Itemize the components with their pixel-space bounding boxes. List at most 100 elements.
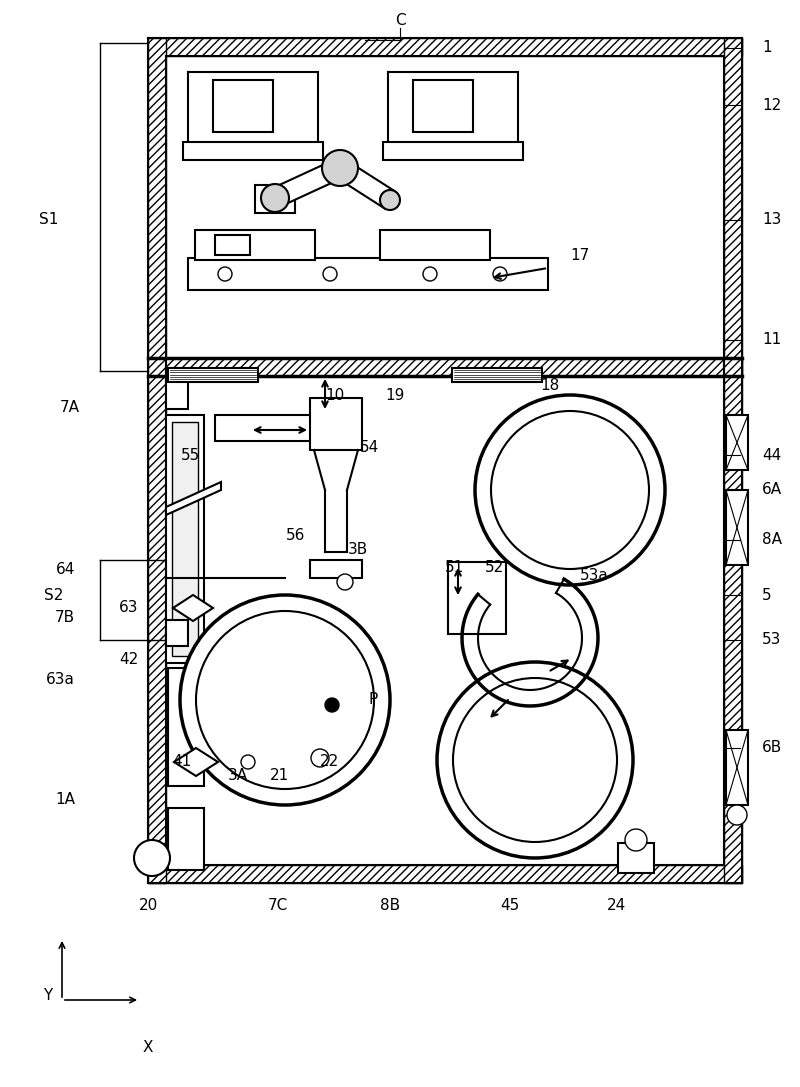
Bar [166, 620, 188, 646]
Text: S1: S1 [38, 212, 58, 227]
Text: 19: 19 [385, 388, 404, 403]
Text: 53: 53 [762, 633, 782, 648]
Circle shape [218, 267, 232, 282]
Text: 3A: 3A [228, 767, 248, 783]
Text: 18: 18 [540, 377, 559, 392]
Bar [452, 368, 542, 382]
Bar [215, 415, 335, 441]
Text: C: C [394, 13, 406, 28]
Bar [208, 660, 246, 755]
Bar [310, 560, 362, 578]
Polygon shape [166, 482, 221, 515]
Text: 64: 64 [56, 562, 75, 577]
Bar [148, 865, 742, 883]
Text: 41: 41 [172, 754, 191, 770]
Circle shape [727, 805, 747, 825]
Bar [166, 415, 204, 663]
Circle shape [493, 267, 507, 282]
Text: 56: 56 [286, 528, 305, 544]
Text: 7C: 7C [268, 898, 288, 913]
Circle shape [134, 840, 170, 876]
Bar [166, 374, 188, 409]
Text: 10: 10 [326, 388, 345, 403]
Text: 54: 54 [360, 439, 379, 454]
Text: 24: 24 [606, 898, 626, 913]
Text: 52: 52 [486, 561, 505, 575]
Text: 7A: 7A [60, 400, 80, 415]
Text: 45: 45 [500, 898, 520, 913]
Bar [188, 258, 548, 290]
Bar [172, 422, 198, 655]
Text: P: P [368, 692, 378, 708]
Circle shape [180, 595, 390, 805]
Bar [255, 185, 295, 213]
Text: S2: S2 [44, 587, 63, 602]
Bar [413, 80, 473, 132]
Bar [618, 844, 654, 873]
Circle shape [380, 190, 400, 210]
Text: 7B: 7B [55, 611, 75, 625]
Circle shape [491, 411, 649, 569]
Text: 55: 55 [181, 448, 200, 462]
Text: 6A: 6A [762, 483, 782, 498]
Circle shape [241, 755, 255, 769]
Polygon shape [173, 595, 213, 621]
Text: 63a: 63a [46, 673, 75, 687]
Circle shape [453, 678, 617, 842]
Text: 21: 21 [270, 767, 290, 783]
Text: 8A: 8A [762, 533, 782, 548]
Circle shape [437, 662, 633, 858]
Text: X: X [142, 1040, 154, 1055]
Bar [726, 490, 748, 565]
Circle shape [196, 611, 374, 789]
Circle shape [423, 267, 437, 282]
Circle shape [475, 395, 665, 585]
Text: 5: 5 [762, 587, 772, 602]
Circle shape [261, 184, 289, 212]
Bar [168, 669, 204, 786]
Bar [195, 230, 315, 260]
Bar [380, 230, 490, 260]
Polygon shape [334, 160, 395, 209]
Bar [148, 38, 742, 57]
Text: 6B: 6B [762, 740, 782, 755]
Bar [448, 562, 506, 634]
Circle shape [322, 150, 358, 186]
Text: 51: 51 [446, 561, 465, 575]
Polygon shape [174, 748, 218, 776]
Bar [726, 415, 748, 470]
Bar [183, 142, 323, 160]
Text: 44: 44 [762, 448, 782, 462]
Text: 63: 63 [118, 600, 138, 615]
Text: 53a: 53a [580, 567, 609, 583]
Text: 20: 20 [138, 898, 158, 913]
Text: 3B: 3B [348, 542, 368, 558]
Circle shape [325, 698, 339, 712]
Bar [148, 358, 742, 376]
Text: 17: 17 [570, 248, 590, 262]
Text: Y: Y [42, 987, 52, 1002]
Polygon shape [271, 159, 344, 208]
Text: 12: 12 [762, 98, 782, 112]
Bar [724, 38, 742, 883]
Bar [168, 368, 258, 382]
Text: 22: 22 [320, 754, 339, 770]
Text: 8B: 8B [380, 898, 400, 913]
Text: 42: 42 [118, 652, 138, 667]
Text: 1: 1 [762, 40, 772, 55]
Text: 13: 13 [762, 212, 782, 227]
Bar [726, 730, 748, 805]
Bar [213, 80, 273, 132]
Bar [310, 398, 362, 450]
Bar [383, 142, 523, 160]
Bar [215, 235, 250, 255]
Bar [168, 808, 204, 870]
Circle shape [311, 749, 329, 767]
Circle shape [323, 267, 337, 282]
Circle shape [337, 574, 353, 590]
Bar [183, 142, 323, 160]
Circle shape [625, 829, 647, 851]
Bar [383, 142, 523, 160]
Bar [148, 38, 166, 883]
Text: 1A: 1A [55, 792, 75, 808]
